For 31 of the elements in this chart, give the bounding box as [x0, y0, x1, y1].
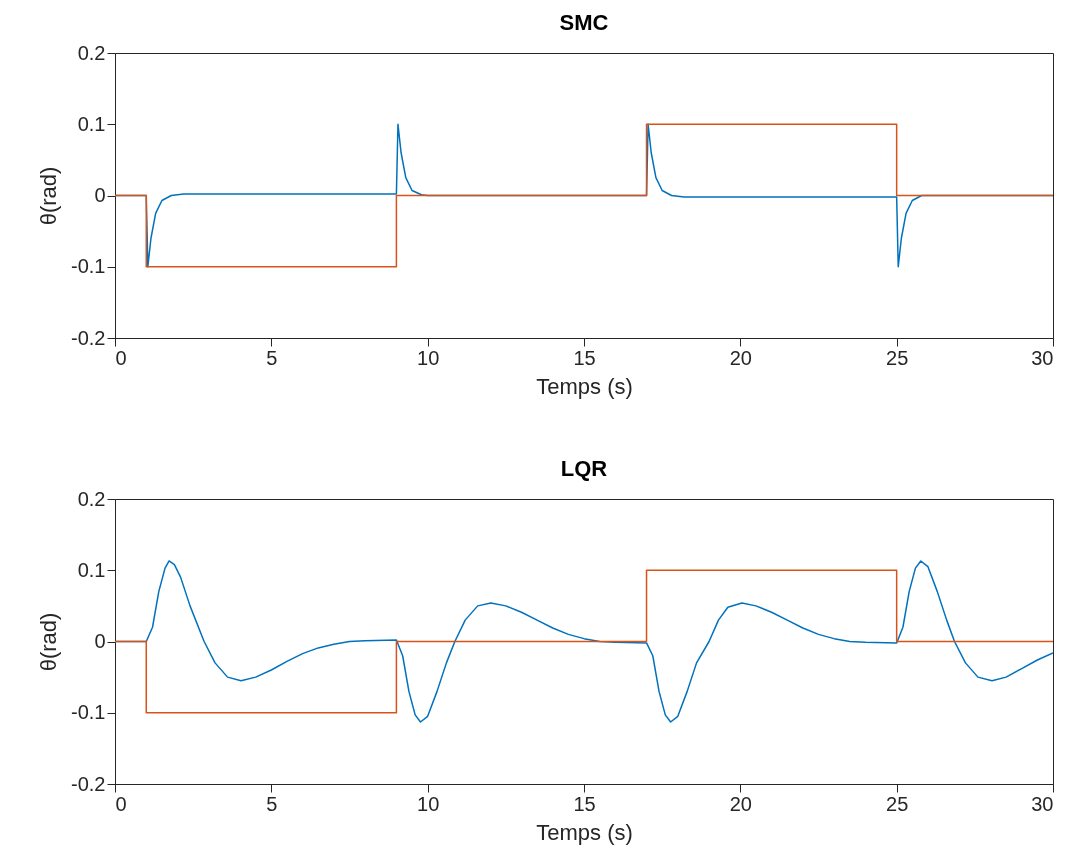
y-tick-label: 0 [94, 630, 106, 652]
y-tick-label: 0.1 [77, 558, 106, 581]
line-series [115, 123, 1053, 268]
chart-title: SMC [559, 10, 609, 35]
x-tick-label: 10 [417, 792, 440, 815]
x-tick-label: 30 [1031, 346, 1054, 369]
x-axis-title: Temps (s) [536, 373, 633, 399]
x-tick-label: 25 [886, 792, 909, 815]
y-tick-label: 0.2 [77, 41, 106, 64]
chart-title: LQR [560, 456, 608, 481]
x-tick-label: 20 [729, 346, 752, 369]
x-tick-label: 20 [729, 792, 752, 815]
x-tick-label: 0 [115, 346, 127, 369]
y-tick-label: 0.1 [77, 112, 106, 135]
x-tick-label: 30 [1031, 792, 1054, 815]
x-tick-label: 25 [886, 346, 909, 369]
x-tick-label: 5 [266, 346, 278, 369]
y-tick-label: -0.1 [71, 255, 106, 278]
y-tick-label: -0.2 [71, 326, 106, 349]
x-tick-label: 15 [573, 792, 596, 815]
y-tick-label: 0 [94, 184, 106, 206]
x-axis-title: Temps (s) [536, 819, 633, 845]
x-tick-label: 5 [266, 792, 278, 815]
x-tick-label: 10 [417, 346, 440, 369]
x-tick-label: 15 [573, 346, 596, 369]
y-tick-label: -0.2 [71, 772, 106, 795]
x-tick-label: 0 [115, 792, 127, 815]
y-axis-title: θ(rad) [36, 612, 62, 672]
y-tick-label: -0.1 [71, 701, 106, 724]
y-axis-title: θ(rad) [36, 166, 62, 226]
y-tick-label: 0.2 [77, 487, 106, 510]
